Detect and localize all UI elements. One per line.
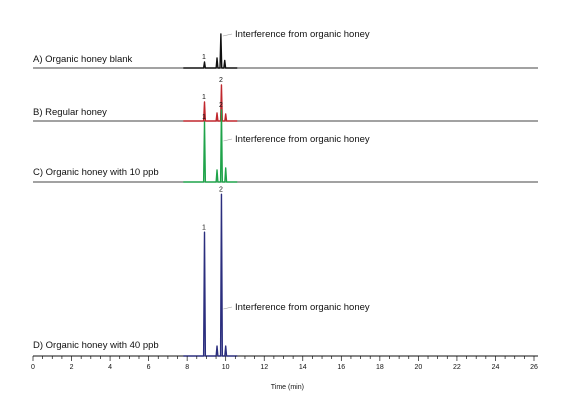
trace-label: B) Regular honey [33,107,107,118]
x-tick-label: 12 [260,364,268,371]
trace-4: 1 2 D) Organic honey with 40 ppb Interferen… [33,186,538,357]
annotation-leader [223,138,233,142]
peak-label: 2 [219,77,223,84]
peak-label: 1 [202,54,206,61]
x-tick-label: 2 [70,364,74,371]
trace-label: D) Organic honey with 40 ppb [33,340,159,351]
x-axis: 0 2 4 6 8 10 12 14 16 18 20 22 24 26 [31,356,538,371]
x-tick-label: 26 [530,364,538,371]
x-tick-label: 10 [222,364,230,371]
trace-signal [183,84,238,122]
annotation-text: Interference from organic honey [235,134,370,145]
x-tick-label: 14 [299,364,307,371]
trace-signal [183,109,238,183]
x-tick-label: 16 [337,364,345,371]
x-axis-title: Time (min) [271,384,304,391]
trace-label: A) Organic honey blank [33,54,133,65]
peak-label: 1 [202,94,206,101]
annotation-leader [223,306,233,310]
peak-label: 1 [202,224,206,231]
x-tick-label: 8 [185,364,189,371]
trace-signal [183,193,238,357]
trace-signal [183,33,238,69]
trace-2: 1 2 B) Regular honey [33,77,538,122]
x-tick-label: 24 [492,364,500,371]
trace-3: 1 2 C) Organic honey with 10 ppb Interferen… [33,102,538,183]
peak-label: 1 [202,114,206,121]
x-tick-label: 22 [453,364,461,371]
x-tick-label: 18 [376,364,384,371]
traces-layer: 1 A) Organic honey blank Interference from… [33,29,538,357]
x-tick-label: 0 [31,364,35,371]
annotation-text: Interference from organic honey [235,302,370,313]
x-tick-label: 20 [414,364,422,371]
annotation-text: Interference from organic honey [235,29,370,40]
peak-label: 2 [219,102,223,109]
x-tick-label: 6 [147,364,151,371]
peak-label: 2 [219,186,223,193]
trace-label: C) Organic honey with 10 ppb [33,167,159,178]
annotation-leader [222,33,233,37]
x-tick-label: 4 [108,364,112,371]
trace-1: 1 A) Organic honey blank Interference from… [33,29,538,69]
